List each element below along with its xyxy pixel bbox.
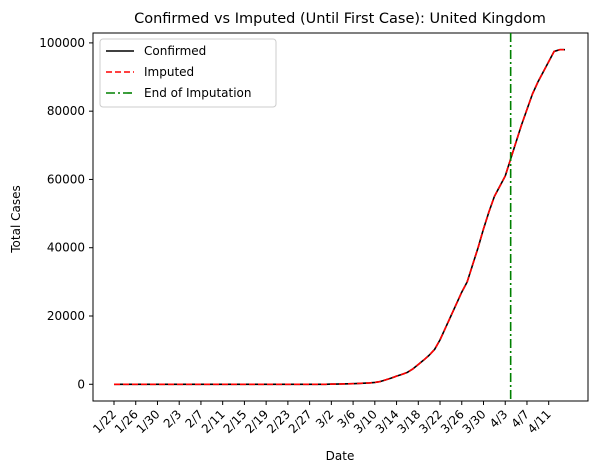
y-axis-label: Total Cases bbox=[9, 185, 23, 253]
legend-label: Imputed bbox=[144, 65, 194, 79]
legend-box bbox=[99, 38, 277, 108]
y-axis: 0 20000 40000 60000 80000 100000 bbox=[39, 36, 93, 391]
y-tick-label: 40000 bbox=[47, 241, 85, 255]
legend: Confirmed Imputed End of Imputation bbox=[99, 38, 277, 108]
y-tick-label: 0 bbox=[77, 377, 85, 391]
chart-title: Confirmed vs Imputed (Until First Case):… bbox=[134, 11, 546, 27]
y-tick-label: 20000 bbox=[47, 309, 85, 323]
y-tick-label: 100000 bbox=[39, 36, 85, 50]
legend-label: Confirmed bbox=[144, 44, 206, 58]
x-axis-label: Date bbox=[326, 449, 355, 463]
series-line-imputed bbox=[114, 48, 565, 386]
legend-label: End of Imputation bbox=[144, 86, 252, 100]
y-tick-label: 60000 bbox=[47, 172, 85, 186]
plot-area bbox=[92, 32, 589, 402]
axes-frame bbox=[92, 32, 589, 402]
y-tick-label: 80000 bbox=[47, 104, 85, 118]
